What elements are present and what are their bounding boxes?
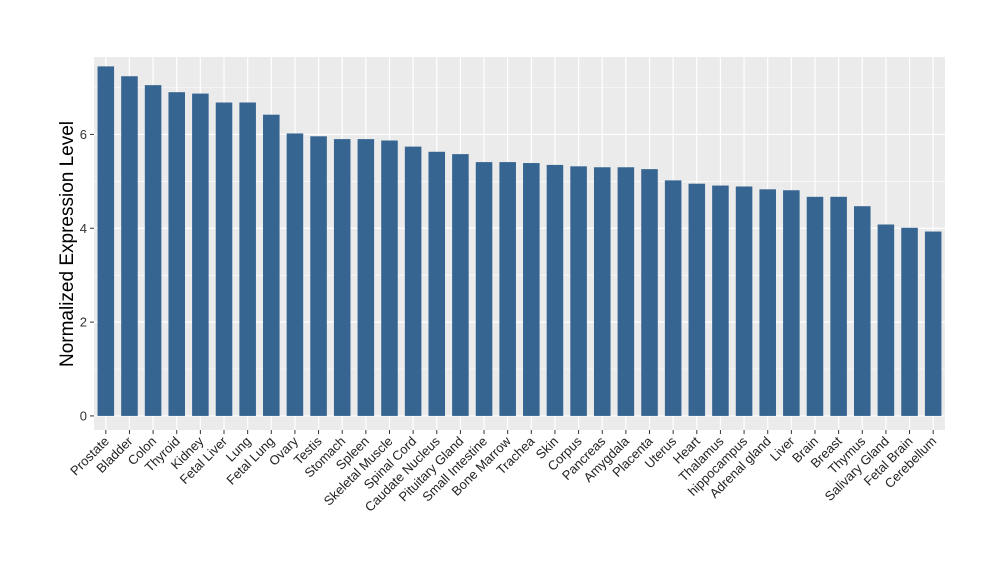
y-tick-label: 0 [80,408,87,423]
bar [806,196,824,416]
bar [830,196,847,416]
bar [192,93,209,416]
bar [239,102,256,416]
bar [381,140,398,416]
y-axis-ticks: 0 2 4 6 [80,127,94,423]
bar [452,154,469,416]
y-axis-title: Normalized Expression Level [57,121,78,367]
bar [641,169,658,416]
bar [712,185,729,416]
bar [853,206,871,416]
bar [215,102,233,416]
bar [593,167,611,416]
bar [617,167,635,416]
bar [877,224,895,416]
bar [263,114,280,416]
bar [121,76,138,416]
bar [168,92,186,416]
bar [475,162,493,416]
bar [428,151,446,416]
bar [783,190,800,416]
bar [759,189,776,416]
y-tick-label: 6 [80,127,87,142]
bar [144,85,162,416]
bar [357,139,375,416]
y-tick-label: 4 [80,221,87,236]
bar [333,139,351,416]
bar [570,166,587,416]
bar [404,146,422,416]
bar [499,162,516,416]
bar [286,133,304,416]
bar [924,231,942,416]
bar [735,186,753,416]
bar [688,183,706,416]
bars [97,66,942,416]
bar [546,164,564,416]
y-tick-label: 2 [80,315,87,330]
plot-panel [94,57,945,430]
bar [523,163,540,416]
bar [310,136,327,416]
bar [901,227,918,416]
bar [664,180,682,416]
bar [97,66,115,416]
